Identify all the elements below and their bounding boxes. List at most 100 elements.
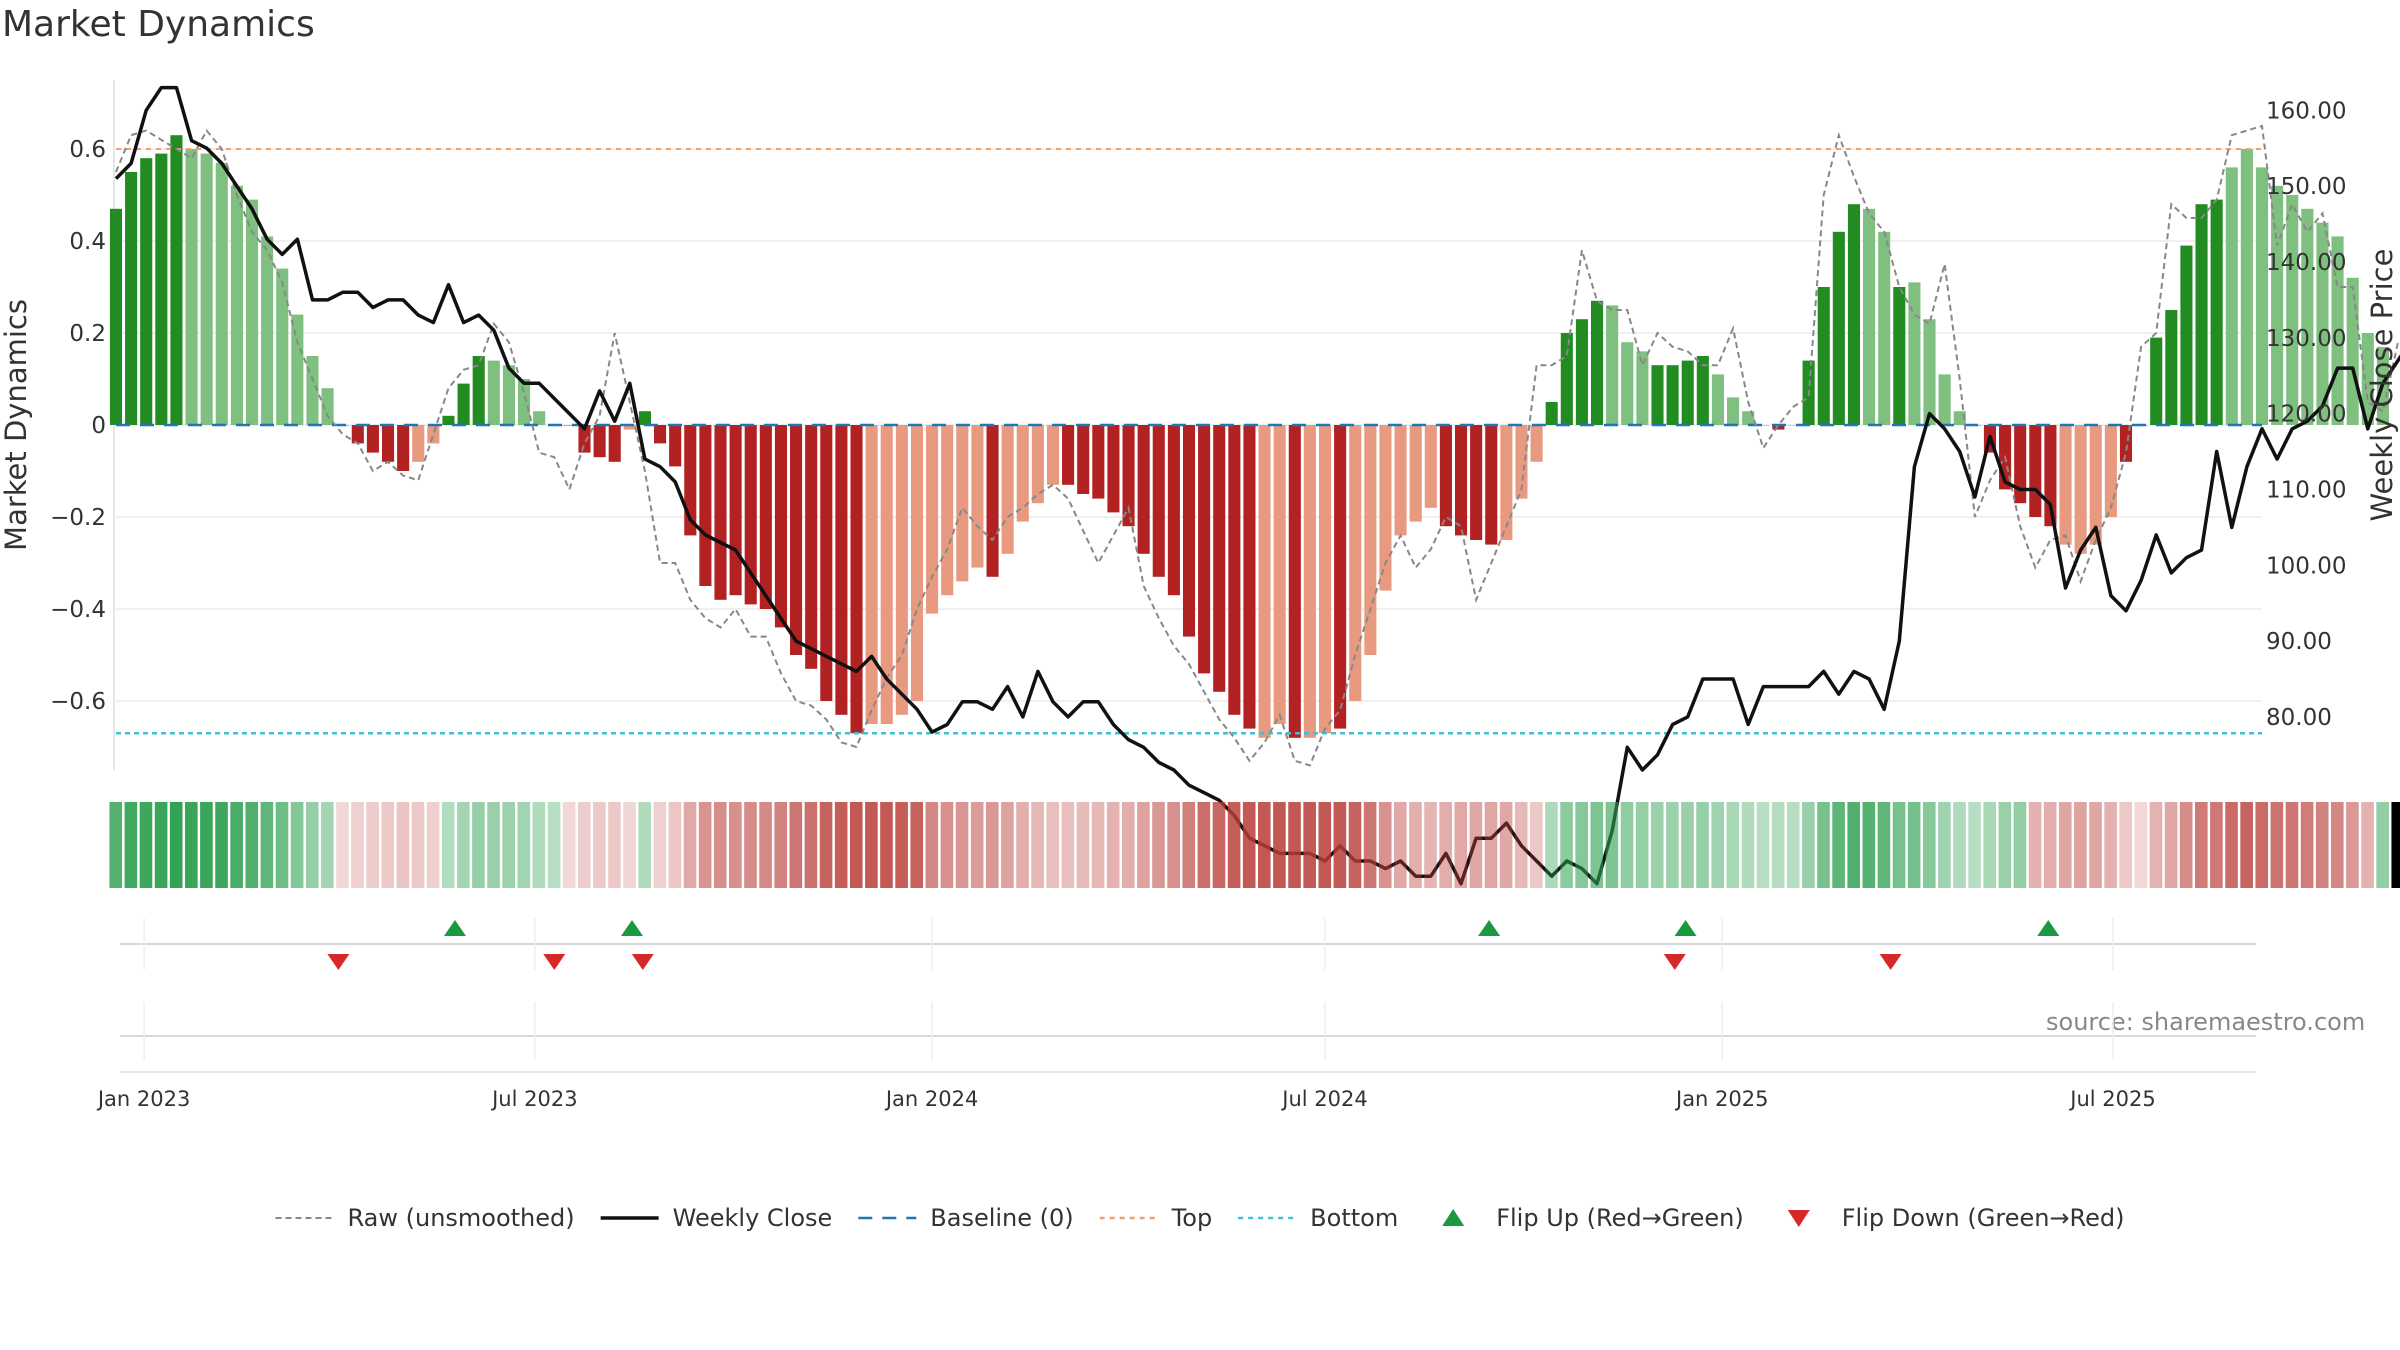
regime-cell [895, 802, 908, 888]
regime-cell [713, 802, 727, 888]
regime-cell [321, 802, 334, 888]
regime-cell [2376, 802, 2389, 888]
regime-cell [2270, 802, 2284, 888]
regime-cell [139, 802, 153, 888]
dynamics-bar [2361, 333, 2374, 425]
regime-cell [2043, 802, 2057, 888]
regime-cell [2285, 802, 2299, 888]
regime-cell [985, 802, 999, 888]
legend-label: Baseline (0) [930, 1204, 1073, 1232]
regime-cell [1061, 802, 1075, 888]
regime-cell [940, 802, 954, 888]
dynamics-bar [2119, 425, 2133, 462]
regime-cell [729, 802, 742, 888]
regime-cell [109, 802, 123, 888]
dynamics-bar [2240, 149, 2253, 425]
dynamics-bar [1485, 425, 1498, 545]
dynamics-bar [2014, 425, 2027, 504]
legend-swatch [1787, 1210, 1810, 1227]
regime-cell [1802, 802, 1815, 888]
dynamics-bar [654, 425, 667, 444]
dynamics-bar [986, 425, 999, 577]
regime-cell [1590, 802, 1604, 888]
dynamics-bar [1772, 425, 1785, 430]
dynamics-bar [1122, 425, 1135, 527]
legend-swatch [1442, 1209, 1465, 1226]
regime-cell [970, 802, 984, 888]
dynamics-bar [427, 425, 440, 444]
dynamics-bar [865, 425, 878, 724]
dynamics-bar [608, 425, 621, 462]
dynamics-bar [971, 425, 984, 568]
dynamics-bar [291, 314, 304, 425]
dynamics-bar [714, 425, 727, 600]
dynamics-bar [956, 425, 969, 582]
dynamics-bar [2104, 425, 2117, 517]
left-axis-label: Market Dynamics [0, 299, 33, 551]
regime-cell [1575, 802, 1588, 888]
dynamics-bar [1152, 425, 1165, 577]
regime-cell [1681, 802, 1694, 888]
regime-cell [441, 802, 455, 888]
right-tick-label: 100.00 [2266, 553, 2346, 579]
regime-cell [472, 802, 485, 888]
regime-cell [1167, 802, 1180, 888]
dynamics-bar [230, 185, 243, 425]
dynamics-bar [1062, 425, 1075, 485]
regime-cell [1726, 802, 1740, 888]
dynamics-bar [351, 425, 364, 444]
regime-cell [230, 802, 243, 888]
dynamics-bar [1470, 425, 1483, 540]
regime-cell [653, 802, 667, 888]
legend-label: Bottom [1310, 1204, 1398, 1232]
regime-cell [774, 802, 788, 888]
flip-down-marker [631, 954, 654, 970]
dynamics-bar [669, 425, 682, 467]
regime-cell [925, 802, 939, 888]
regime-cell [2134, 802, 2148, 888]
dynamics-bar [1651, 365, 1664, 425]
regime-cell [245, 802, 259, 888]
dynamics-bar [306, 356, 319, 425]
dynamics-bar [2255, 167, 2269, 425]
dynamics-bar [442, 415, 455, 425]
dynamics-bar [1500, 425, 1513, 540]
left-tick-label: −0.6 [50, 689, 106, 715]
regime-cell [1817, 802, 1830, 888]
regime-cell [366, 802, 379, 888]
dynamics-bar [2165, 310, 2178, 425]
regime-cell [1499, 802, 1513, 888]
dynamics-bar [1288, 425, 1301, 738]
regime-cell [849, 802, 863, 888]
dynamics-bar [1878, 231, 1891, 425]
dynamics-bar [578, 425, 591, 453]
flip-up-marker [1478, 920, 1501, 936]
dynamics-bar [729, 425, 742, 596]
regime-cell [1666, 802, 1679, 888]
regime-cell [1696, 802, 1709, 888]
dynamics-bar [1530, 425, 1543, 462]
dynamics-bar [1318, 425, 1332, 734]
regime-cell [2058, 802, 2072, 888]
dynamics-bar [941, 425, 954, 596]
regime-cell [744, 802, 757, 888]
dynamics-bar [1092, 425, 1105, 499]
dynamics-bar [261, 236, 274, 425]
flip-down-marker [1879, 954, 1902, 970]
weekly-close-line [114, 85, 2400, 886]
legend-label: Weekly Close [673, 1204, 833, 1232]
regime-cell [396, 802, 410, 888]
dynamics-bar [1379, 425, 1392, 591]
regime-cell [1953, 802, 1966, 888]
regime-cell [215, 802, 228, 888]
dynamics-bar [2180, 245, 2193, 425]
dynamics-bar [1107, 425, 1120, 513]
flip-down-marker [1663, 954, 1686, 970]
flip-up-marker [2037, 920, 2060, 936]
regime-cell [275, 802, 289, 888]
regime-cell [1273, 802, 1286, 888]
dynamics-bar [623, 425, 636, 430]
dynamics-bar [517, 379, 531, 425]
regime-cell [1424, 802, 1437, 888]
regime-cell [1348, 802, 1362, 888]
